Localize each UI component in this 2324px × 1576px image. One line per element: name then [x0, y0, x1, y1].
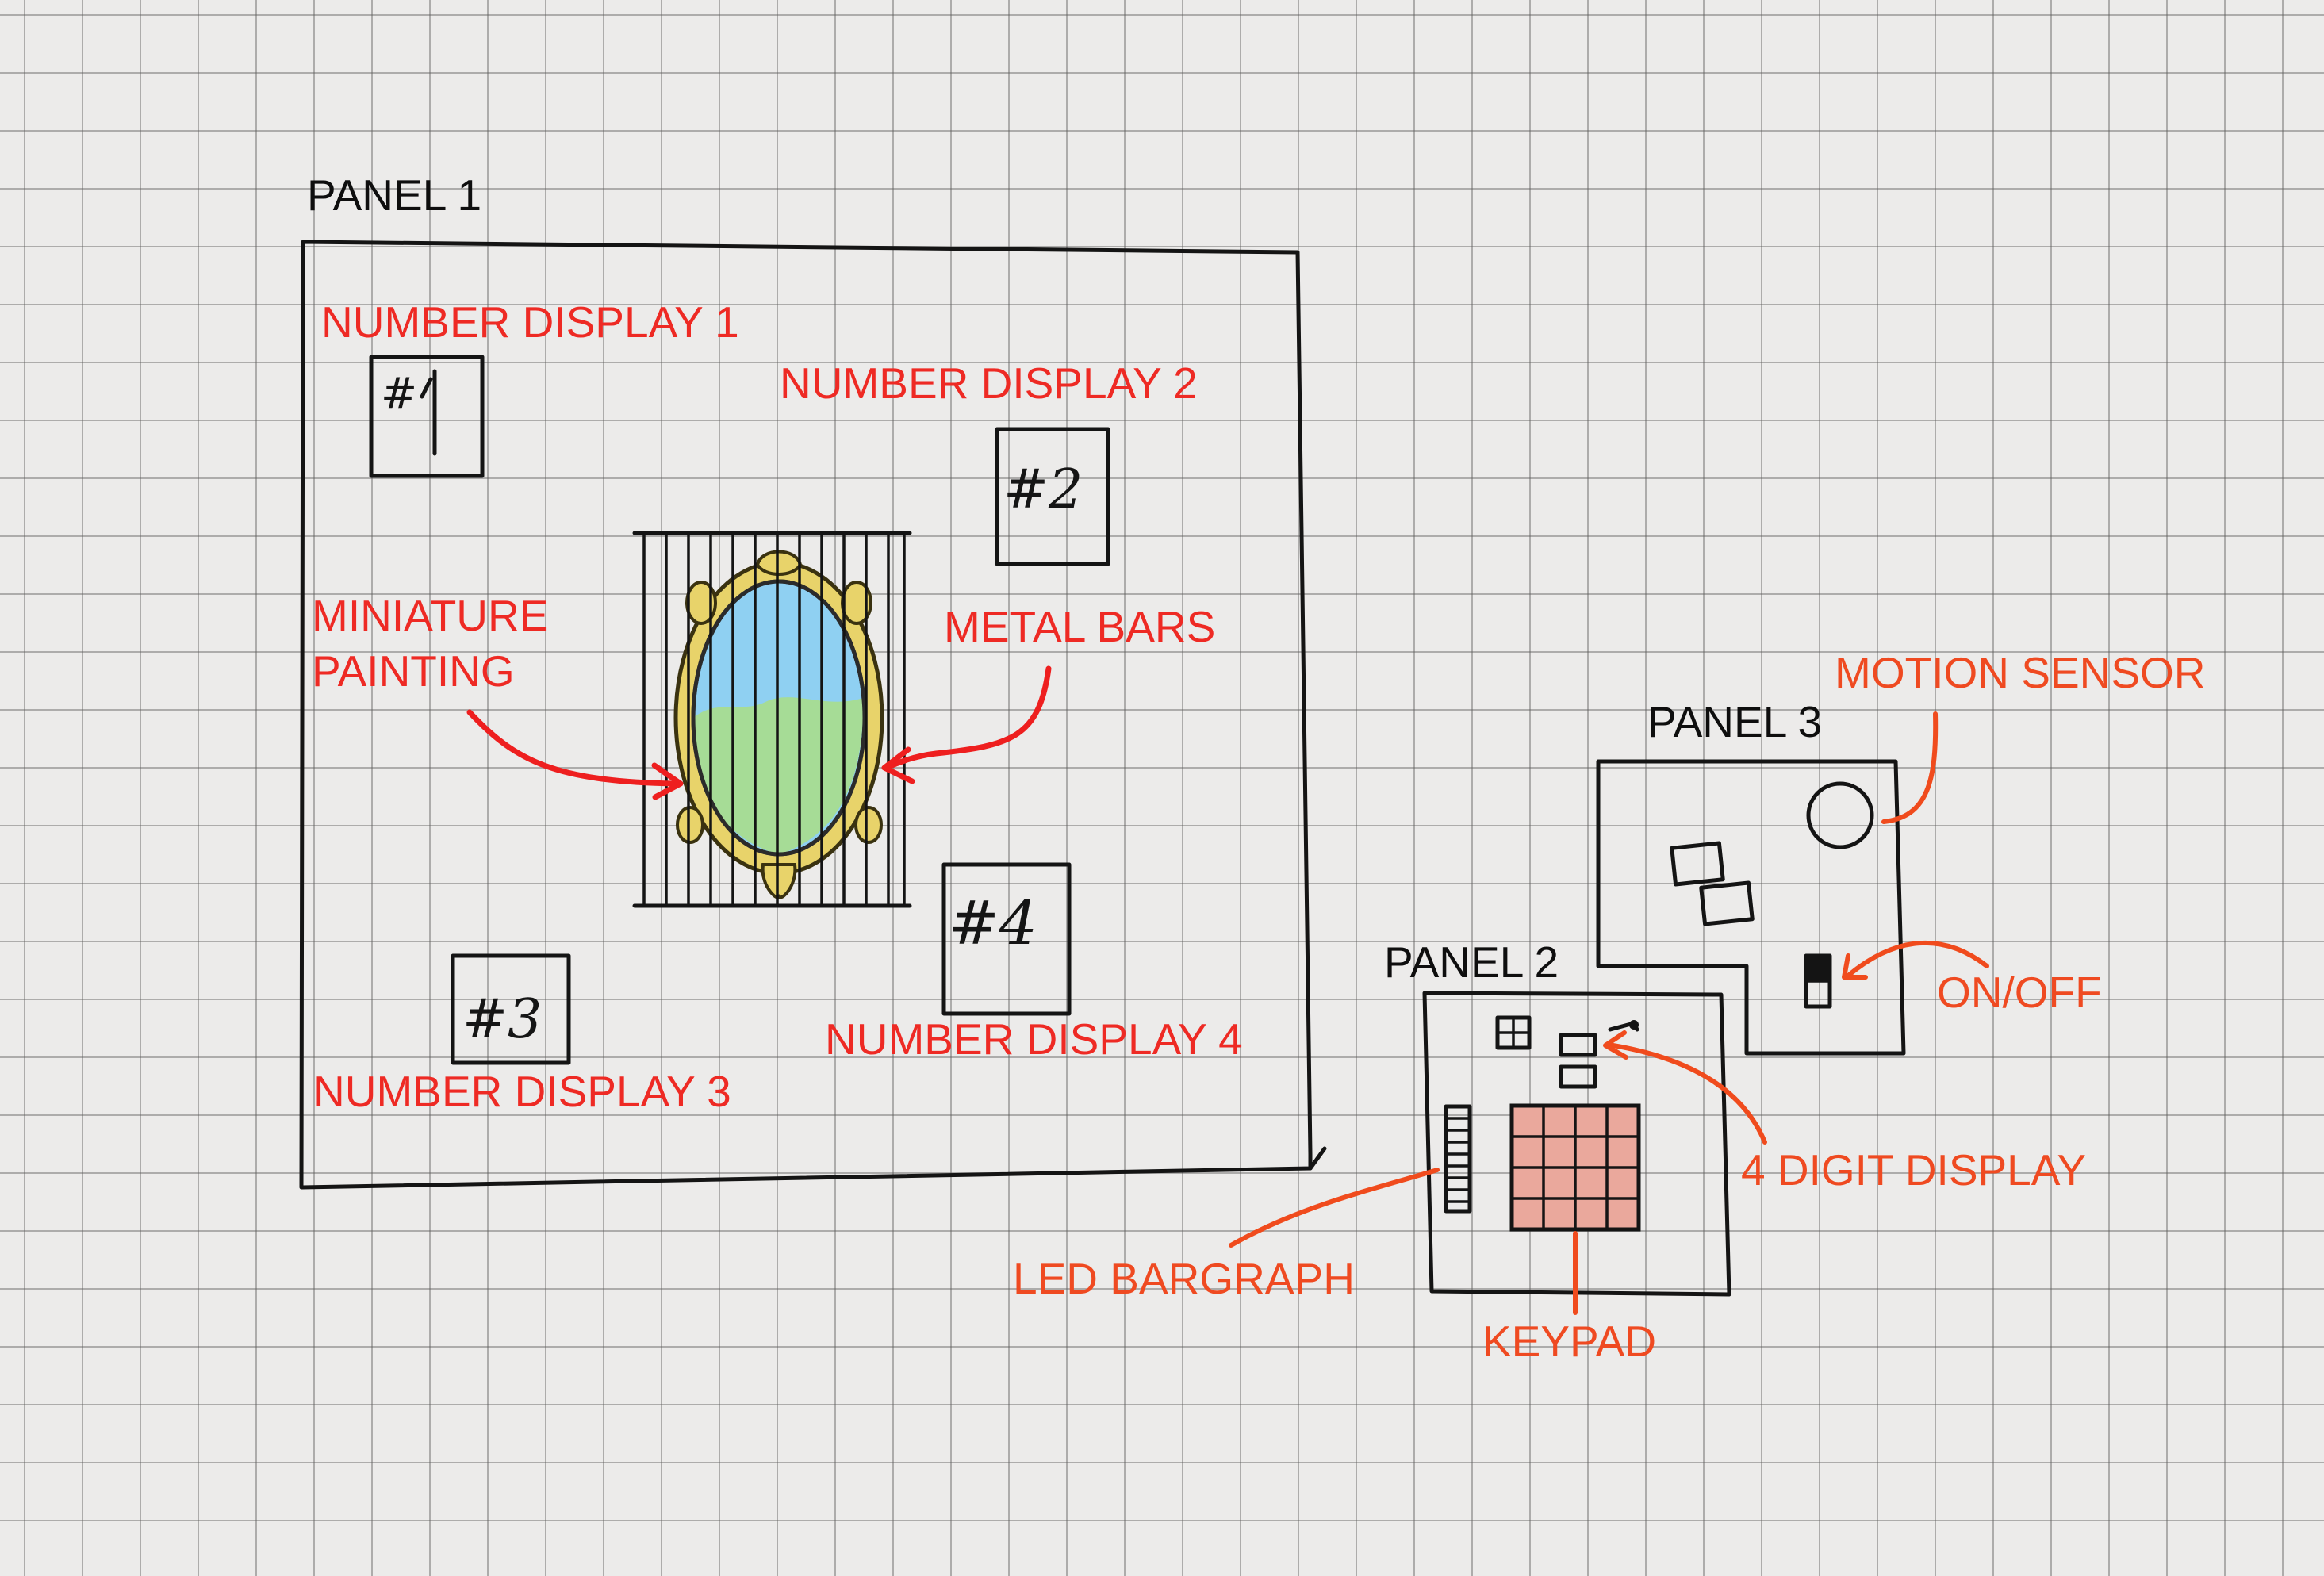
panel-1-outline [299, 240, 1313, 1190]
four-digit-display-arrow [1603, 1030, 1767, 1145]
number-display-3-label: NUMBER DISPLAY 3 [313, 1067, 731, 1116]
miniature-painting-label-line1: MINIATURE [312, 591, 549, 640]
led-bargraph-leader [1229, 1168, 1440, 1248]
number-display-4-mark: #4 [949, 888, 1037, 958]
on-off-switch [1804, 953, 1832, 1009]
number-display-1-label: NUMBER DISPLAY 1 [321, 297, 739, 347]
number-display-3-mark: #3 [462, 988, 542, 1051]
on-off-label: ON/OFF [1937, 968, 2102, 1017]
metal-bars-label: METAL BARS [944, 602, 1216, 651]
four-digit-display-label: 4 DIGIT DISPLAY [1741, 1145, 2087, 1194]
led-bargraph-label: LED BARGRAPH [1013, 1254, 1355, 1303]
on-off-arrow [1842, 940, 1989, 980]
panel-3-outline [1596, 759, 1906, 1056]
led-bargraph [1444, 1104, 1472, 1214]
panel-2-title: PANEL 2 [1384, 938, 1559, 987]
panel-3-component-a [1670, 841, 1725, 887]
miniature-painting-label-line2: PAINTING [312, 646, 515, 696]
motion-sensor-leader [1881, 711, 1939, 824]
four-digit-display [1559, 1033, 1597, 1057]
metal-bars [632, 531, 912, 908]
number-display-2-mark: #2 [1003, 458, 1083, 521]
keypad [1509, 1103, 1641, 1232]
number-display-2-label: NUMBER DISPLAY 2 [780, 359, 1198, 408]
panel-3-title: PANEL 3 [1647, 697, 1823, 746]
panel-2-outline [1422, 991, 1731, 1297]
metal-bars-arrow [881, 665, 1052, 784]
number-display-2-box: #2 [995, 427, 1110, 566]
number-display-1-box: # [369, 355, 485, 478]
number-display-4-label: NUMBER DISPLAY 4 [825, 1014, 1243, 1064]
panel-3-component-b [1699, 880, 1755, 926]
motion-sensor-label: MOTION SENSOR [1835, 648, 2206, 697]
panel-1-title: PANEL 1 [307, 171, 482, 220]
painting-arrow [466, 709, 684, 800]
motion-sensor [1806, 781, 1874, 849]
panel-2-display-b [1559, 1064, 1597, 1089]
svg-text:#: # [381, 368, 417, 419]
miniature-painting [673, 550, 884, 899]
keypad-label: KEYPAD [1482, 1317, 1657, 1366]
number-display-3-box: #3 [451, 953, 571, 1065]
panel-2-small-window [1495, 1015, 1532, 1050]
number-display-4-box: #4 [941, 862, 1072, 1016]
panel-1-corner-mark [1308, 1146, 1327, 1171]
